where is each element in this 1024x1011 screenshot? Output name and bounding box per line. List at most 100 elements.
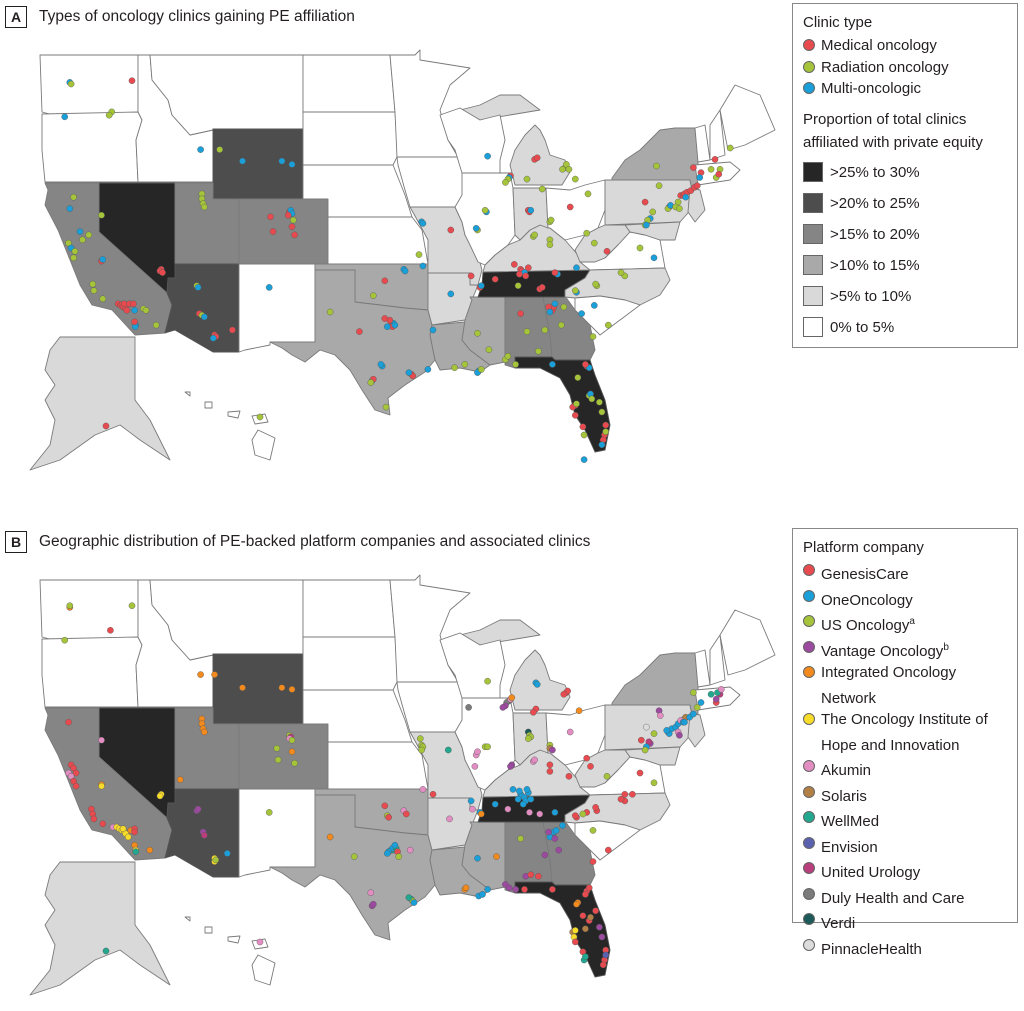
clinic-point: [580, 431, 588, 439]
clinic-point: [419, 220, 427, 227]
platform-clinic-point: [385, 813, 392, 821]
clinic-point: [579, 423, 587, 431]
platform-clinic-point: [197, 671, 204, 678]
clinic-point: [549, 361, 556, 368]
clinic-point: [381, 277, 389, 285]
state-hi: [184, 916, 276, 986]
platform-clinic-point: [477, 810, 485, 818]
legend-item-company: GenesisCare: [803, 560, 1017, 586]
platform-clinic-point: [350, 853, 358, 860]
legend-item-company: The Oncology Institute of Hope and Innov…: [803, 709, 1017, 756]
legend-dot-icon: [803, 887, 815, 900]
clinic-point: [592, 280, 599, 288]
platform-clinic-point: [599, 961, 607, 969]
platform-clinic-point: [707, 690, 715, 698]
clinic-point: [66, 205, 74, 212]
legend-swatch: [803, 317, 823, 337]
legend-label: >10% to 15%: [830, 256, 920, 274]
clinic-point: [142, 306, 150, 314]
clinic-point: [591, 302, 598, 309]
legend-dot-icon: [803, 589, 815, 602]
platform-clinic-point: [288, 686, 296, 693]
legend-label: >5% to 10%: [830, 287, 912, 305]
clinic-point: [79, 236, 86, 244]
clinic-point: [382, 403, 390, 411]
platform-clinic-point: [663, 727, 671, 734]
legend-label: Vantage Oncology: [821, 642, 944, 660]
clinic-point: [415, 251, 423, 258]
platform-clinic-point: [533, 681, 541, 688]
platform-clinic-point: [484, 677, 491, 685]
platform-clinic-point: [582, 891, 589, 898]
state-sd: [302, 636, 399, 691]
clinic-point: [159, 269, 166, 276]
shading-legend-title-line1: Proportion of total clinics: [803, 110, 967, 128]
legend-item-company: OneOncology: [803, 586, 1017, 612]
state-tx: [269, 794, 436, 941]
clinic-point: [481, 206, 489, 214]
platform-clinic-point: [391, 841, 399, 849]
clinic-point: [580, 456, 588, 463]
state-nj: [687, 187, 706, 223]
clinic-point: [559, 165, 566, 173]
clinic-point: [485, 346, 493, 354]
clinic-point: [572, 287, 579, 294]
legend-dot-icon: [803, 836, 815, 849]
clinic-point: [484, 152, 491, 160]
clinic-point: [538, 185, 546, 193]
platform-clinic-point: [499, 704, 507, 711]
platform-clinic-point: [505, 884, 513, 892]
platform-clinic-point: [650, 730, 658, 737]
clinic-point: [424, 366, 432, 373]
clinic-point: [643, 221, 650, 229]
platform-clinic-point: [535, 872, 542, 880]
legend-label: The Oncology Institute of Hope and Innov…: [821, 711, 988, 754]
platform-clinic-point: [566, 728, 574, 736]
platform-clinic-point: [592, 804, 599, 811]
legend-label: Solaris: [821, 787, 867, 805]
legend-dot-icon: [803, 615, 815, 627]
clinic-point: [690, 164, 697, 171]
legend-item-company: Akumin: [803, 756, 1017, 782]
platform-clinic-point: [90, 815, 98, 823]
platform-clinic-point: [471, 763, 479, 770]
platform-clinic-point: [541, 851, 549, 859]
platform-clinic-point: [124, 833, 132, 841]
clinic-point: [401, 267, 409, 275]
clinic-point: [655, 182, 663, 189]
clinic-point: [209, 334, 217, 342]
legend-item-clinic-type: Medical oncology: [803, 35, 1017, 57]
clinic-point: [99, 295, 107, 303]
platform-clinic-point: [602, 951, 610, 959]
legend-item-company: Solaris: [803, 782, 1017, 808]
legend-dot-icon: [803, 913, 815, 925]
legend-item-company: Envision: [803, 833, 1017, 859]
clinic-point: [128, 77, 136, 84]
platform-clinic-point: [418, 746, 425, 754]
legend-item-shading-bin: >15% to 20%: [803, 219, 1017, 250]
platform-clinic-point: [546, 761, 554, 769]
clinic-point: [566, 203, 574, 211]
clinic-point: [533, 154, 541, 162]
state-md: [624, 746, 681, 766]
state-ca: [44, 182, 173, 336]
legend-swatch: [803, 162, 823, 182]
panel-b-title: B Geographic distribution of PE-backed p…: [5, 531, 590, 553]
platform-clinic-point: [288, 736, 296, 744]
clinic-point: [522, 272, 530, 280]
platform-clinic-point: [395, 853, 403, 860]
legend-label: Medical oncology: [821, 37, 937, 54]
platform-clinic-point: [718, 686, 725, 693]
clinic-point: [447, 290, 455, 298]
platform-clinic-point: [549, 746, 556, 754]
clinic-point: [707, 165, 715, 173]
platform-clinic-point: [507, 763, 514, 770]
legend-label: PinnacleHealth: [821, 940, 922, 958]
platform-clinic-point: [176, 776, 184, 783]
clinic-point: [105, 111, 113, 119]
clinic-point: [578, 310, 585, 317]
clinic-point: [265, 284, 273, 291]
platform-clinic-point: [484, 886, 491, 893]
clinic-point: [216, 146, 223, 153]
platform-clinic-point: [326, 833, 334, 841]
